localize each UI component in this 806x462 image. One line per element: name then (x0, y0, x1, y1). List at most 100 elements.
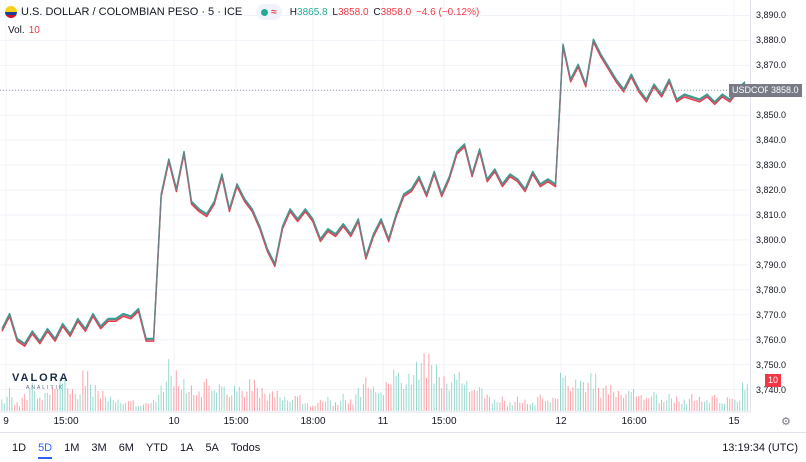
volume-bar (673, 402, 675, 411)
volume-bar (564, 375, 566, 411)
range-1m[interactable]: 1M (64, 441, 80, 454)
volume-bar (342, 393, 344, 411)
volume-bar (54, 388, 56, 411)
time-tick-label: 15:00 (223, 416, 249, 427)
volume-bar (122, 404, 124, 411)
volume-bar (504, 400, 506, 411)
volume-bar (471, 390, 473, 411)
time-tick-label: 12 (555, 416, 567, 427)
symbol-title[interactable]: U.S. DOLLAR / COLOMBIAN PESO · 5 · ICE (21, 6, 243, 18)
volume-bar (355, 394, 357, 411)
range-todos[interactable]: Todos (230, 441, 261, 454)
settings-gear-icon[interactable]: ⚙ (781, 416, 791, 428)
volume-bar (109, 396, 111, 411)
market-status-pill[interactable]: ≈ (256, 4, 282, 20)
volume-bar (112, 400, 114, 411)
utc-clock[interactable]: 13:19:34 (UTC) (722, 441, 798, 454)
range-1d[interactable]: 1D (12, 441, 27, 454)
volume-bar (678, 401, 680, 411)
valora-logo: VALORA ANALITIK (12, 372, 72, 400)
volume-bar (92, 396, 94, 411)
volume-bar (99, 398, 101, 411)
volume-bar (3, 403, 5, 411)
volume-bar (580, 380, 582, 411)
volume-bar (62, 383, 64, 411)
volume-bar (451, 382, 453, 411)
price-chart[interactable] (0, 0, 806, 432)
volume-bar (107, 401, 109, 411)
volume-bar (405, 384, 407, 411)
price-tick-label: 3,750.0 (756, 359, 787, 370)
range-ytd[interactable]: YTD (145, 441, 168, 454)
volume-bar (640, 395, 642, 411)
volume-bar (16, 402, 18, 411)
volume-bar (443, 376, 445, 411)
volume-bar (59, 377, 61, 411)
volume-bar (501, 396, 503, 411)
volume-bar (332, 406, 334, 411)
volume-bar (620, 395, 622, 411)
price-tick-label: 3,870.0 (756, 60, 787, 71)
low-value: 3858.0 (337, 6, 369, 18)
change-value: −4.6 (−0.12%) (415, 6, 480, 18)
volume-bar (350, 399, 352, 411)
volume-legend[interactable]: Vol. 10 (8, 25, 40, 36)
volume-bar (511, 405, 513, 411)
volume-bar (266, 400, 268, 411)
low-label: L (332, 6, 338, 18)
volume-bar (77, 399, 79, 411)
chart-header: U.S. DOLLAR / COLOMBIAN PESO · 5 · ICE ≈… (0, 0, 481, 24)
volume-bar (708, 402, 710, 411)
volume-bar (666, 400, 668, 411)
volume-bar (253, 379, 255, 411)
high-value: 3865.8 (297, 6, 328, 18)
volume-bar (390, 384, 392, 411)
volume-bar (633, 389, 635, 411)
volume-bar (264, 393, 266, 411)
volume-bar (226, 394, 228, 411)
volume-bar (600, 397, 602, 411)
volume-value-tag: 10 (765, 374, 782, 387)
price-tick-label: 3,740.0 (756, 384, 787, 395)
volume-bar (279, 397, 281, 411)
volume-bar (14, 405, 16, 411)
volume-bar (435, 364, 437, 411)
volume-tag-value: 10 (768, 375, 779, 385)
volume-bar (203, 381, 205, 411)
volume-bar (420, 362, 422, 411)
volume-bar (582, 382, 584, 411)
volume-bar (461, 383, 463, 411)
range-6m[interactable]: 6M (118, 441, 134, 454)
volume-bar (557, 399, 559, 411)
range-3m[interactable]: 3M (91, 441, 107, 454)
volume-bar (469, 391, 471, 411)
volume-bar (635, 396, 637, 411)
range-5a[interactable]: 5A (205, 441, 219, 454)
volume-bar (251, 391, 253, 411)
volume-bar (31, 383, 33, 411)
volume-bar (327, 396, 329, 411)
volume-bar (519, 402, 521, 411)
volume-bar (352, 404, 354, 411)
volume-bar (458, 371, 460, 411)
range-1a[interactable]: 1A (179, 441, 194, 454)
volume-bar (82, 370, 84, 411)
volume-bar (726, 397, 728, 411)
volume-bar (466, 381, 468, 411)
volume-bar (638, 395, 640, 411)
volume-bar (44, 392, 46, 411)
volume-bar (64, 379, 66, 411)
volume-bar (180, 389, 182, 411)
volume-bar (496, 402, 498, 411)
volume-bar (734, 399, 736, 411)
volume-bar (211, 390, 213, 411)
volume-bar (357, 388, 359, 411)
volume-bar (200, 397, 202, 411)
volume-bar (388, 383, 390, 411)
volume-bar (228, 397, 230, 411)
price-tick-label: 3,830.0 (756, 160, 787, 171)
volume-bar (274, 397, 276, 411)
volume-bar (329, 400, 331, 411)
range-5d[interactable]: 5D (38, 441, 53, 459)
volume-bar (542, 398, 544, 411)
